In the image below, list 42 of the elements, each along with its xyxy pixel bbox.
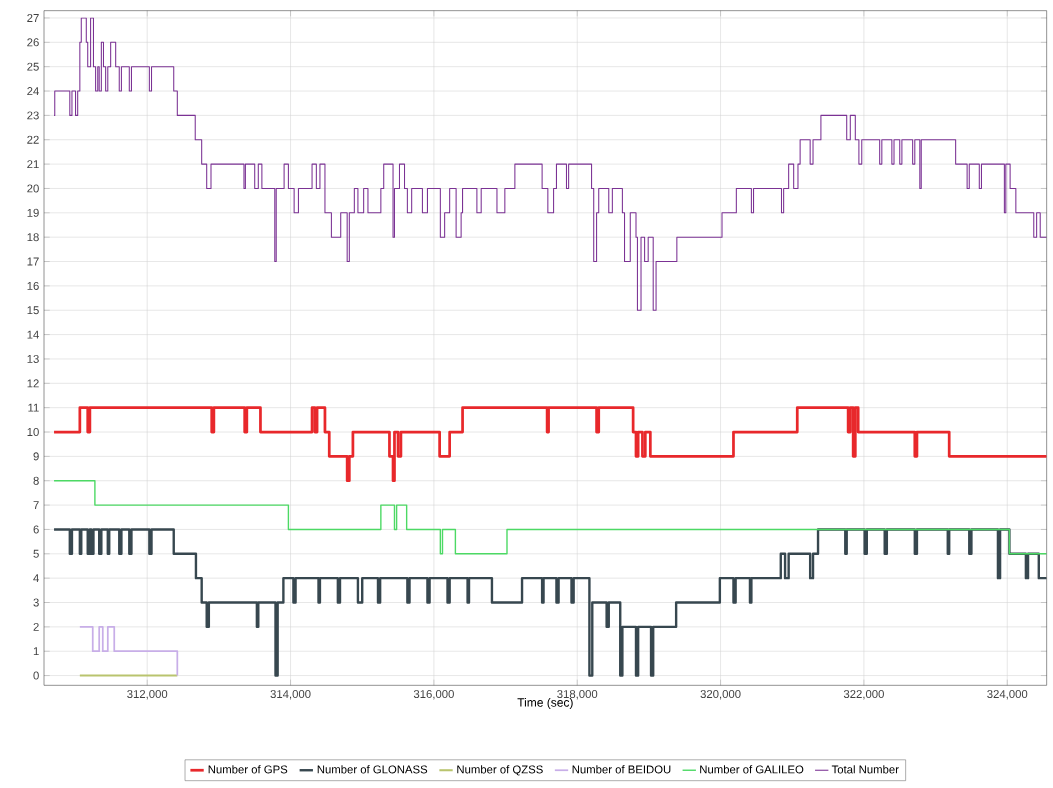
legend-label: Number of GPS	[208, 765, 288, 774]
x-tick-label: 322,000	[843, 690, 884, 700]
legend-label: Number of BEIDOU	[572, 765, 671, 774]
y-tick-label: 11	[28, 403, 39, 412]
y-tick-label: 18	[27, 233, 39, 242]
x-tick-label: 314,000	[270, 690, 311, 700]
y-tick-label: 20	[27, 184, 39, 193]
legend-label: Total Number	[831, 765, 899, 774]
y-tick-label: 0	[33, 671, 39, 680]
y-tick-label: 27	[27, 14, 39, 22]
y-tick-label: 9	[33, 452, 39, 461]
y-tick-label: 4	[33, 574, 39, 583]
y-tick-label: 25	[27, 62, 39, 71]
y-tick-label: 3	[33, 598, 39, 607]
y-tick-label: 17	[27, 257, 39, 266]
y-tick-label: 2	[33, 622, 39, 631]
x-tick-label: 324,000	[987, 690, 1028, 700]
y-tick-label: 6	[33, 525, 39, 534]
y-tick-label: 24	[27, 87, 39, 95]
y-tick-label: 23	[27, 111, 39, 120]
y-tick-label: 12	[27, 379, 39, 388]
y-tick-label: 21	[27, 160, 39, 169]
y-tick-label: 16	[27, 281, 39, 290]
y-tick-label: 15	[27, 306, 39, 315]
legend-label: Number of GLONASS	[317, 765, 428, 774]
y-tick-label: 7	[33, 501, 39, 509]
y-tick-label: 26	[27, 38, 39, 47]
y-tick-label: 13	[27, 354, 39, 363]
legend-label: Number of GALILEO	[700, 765, 804, 774]
x-tick-label: 320,000	[700, 690, 741, 700]
x-axis-title: Time (sec)	[517, 697, 573, 710]
y-tick-label: 5	[33, 549, 39, 558]
y-tick-label: 10	[27, 428, 39, 437]
y-tick-label: 8	[33, 476, 39, 485]
x-tick-label: 318,000	[557, 690, 598, 700]
y-tick-label: 19	[27, 208, 39, 217]
y-tick-label: 14	[27, 330, 39, 339]
y-tick-label: 1	[33, 647, 39, 656]
legend-label: Number of QZSS	[457, 765, 543, 776]
x-tick-label: 316,000	[413, 690, 454, 700]
y-tick-label: 22	[27, 135, 39, 144]
x-tick-label: 312,000	[127, 690, 168, 700]
